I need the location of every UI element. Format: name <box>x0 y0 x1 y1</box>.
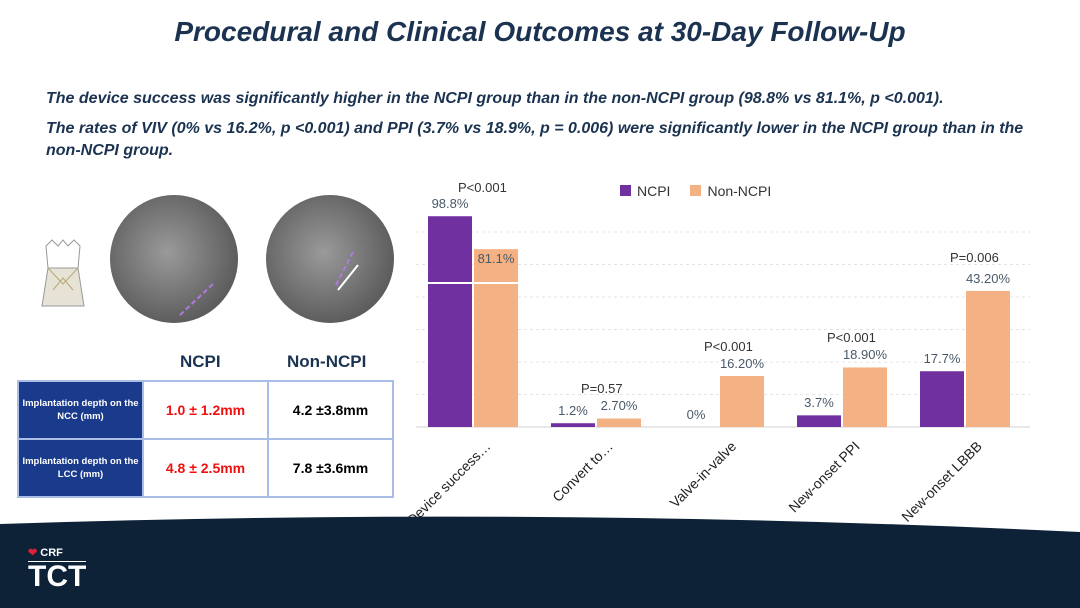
bar-ncpi <box>551 423 595 427</box>
bar-non-ncpi <box>843 367 887 427</box>
row-label: Implantation depth on the NCC (mm) <box>17 380 144 440</box>
table-row: Implantation depth on the NCC (mm) 1.0 ± … <box>17 380 394 440</box>
non-ncpi-value: 7.8 ±3.6mm <box>267 438 394 498</box>
legend-label: Non-NCPI <box>707 183 772 199</box>
data-label: 0% <box>686 407 706 422</box>
bar-non-ncpi <box>474 249 518 427</box>
ncpi-value: 1.0 ± 1.2mm <box>142 380 269 440</box>
bar-ncpi <box>797 415 841 427</box>
summary-1: The device success was significantly hig… <box>46 90 944 107</box>
data-label: 98.8% <box>431 196 469 212</box>
data-label: 43.20% <box>965 270 1011 286</box>
data-label: 3.7% <box>804 395 834 411</box>
p-value: P=0.57 <box>581 381 623 397</box>
p-value: P<0.001 <box>704 338 753 354</box>
logo-name: TCT <box>28 560 87 593</box>
legend-non-ncpi: Non-NCPI <box>690 183 771 199</box>
data-label: 18.90% <box>842 347 888 363</box>
slide-title: Procedural and Clinical Outcomes at 30-D… <box>174 16 906 47</box>
bar-ncpi <box>428 216 472 427</box>
bar-non-ncpi <box>597 418 641 427</box>
chart-legend: NCPI Non-NCPI <box>620 183 771 199</box>
table-header-non-ncpi: Non-NCPI <box>287 352 367 371</box>
legend-swatch <box>620 185 631 196</box>
legend-ncpi: NCPI <box>620 183 670 199</box>
data-label: 2.70% <box>600 398 638 414</box>
summary-2: The rates of VIV (0% vs 16.2%, p <0.001)… <box>46 120 1024 159</box>
fluoroscopy-ncpi-image <box>110 195 238 323</box>
row-label: Implantation depth on the LCC (mm) <box>17 438 144 498</box>
valve-device-image <box>41 239 85 307</box>
non-ncpi-value: 4.2 ±3.8mm <box>267 380 394 440</box>
ncpi-value: 4.8 ± 2.5mm <box>142 438 269 498</box>
data-label: 1.2% <box>558 403 588 419</box>
p-value: P=0.006 <box>950 249 999 265</box>
data-label: 17.7% <box>923 351 961 367</box>
legend-label: NCPI <box>637 183 671 199</box>
bar-non-ncpi <box>966 290 1010 427</box>
data-label: 81.1% <box>477 251 515 267</box>
legend-swatch <box>690 185 702 196</box>
implantation-depth-table: Implantation depth on the NCC (mm) 1.0 ± … <box>17 380 394 498</box>
fluoroscopy-non-ncpi-image <box>266 195 394 323</box>
p-value: P<0.001 <box>827 330 876 346</box>
table-header-ncpi: NCPI <box>180 352 221 371</box>
bar-non-ncpi <box>720 375 764 427</box>
data-label: 16.20% <box>719 355 765 371</box>
tct-logo: ❤ CRF TCT <box>28 547 87 593</box>
p-value: P<0.001 <box>458 180 507 196</box>
logo-brand: CRF <box>40 547 63 559</box>
table-row: Implantation depth on the LCC (mm) 4.8 ± … <box>17 438 394 498</box>
bar-ncpi <box>920 371 964 427</box>
footer-band <box>0 516 1080 608</box>
